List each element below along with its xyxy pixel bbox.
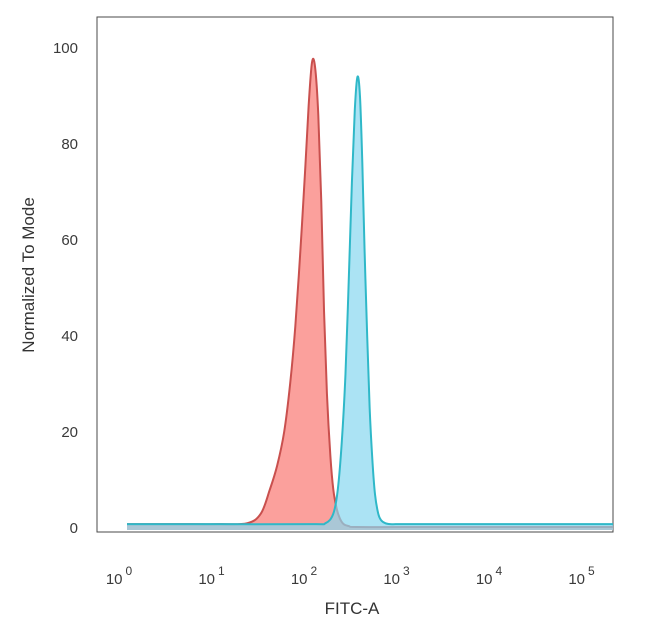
x-tick-label: 10 1 [198, 564, 225, 588]
series-layer [127, 57, 613, 530]
y-tick-label: 20 [61, 424, 78, 441]
y-tick-label: 60 [61, 232, 78, 249]
series-2-area [127, 76, 613, 530]
y-tick-label: 80 [61, 136, 78, 153]
x-axis-ticks: 10 0 10 1 10 2 10 3 10 4 10 5 [106, 564, 595, 588]
y-axis-ticks: 0 20 40 60 80 100 [53, 40, 78, 537]
series-2-line [127, 75, 613, 526]
y-tick-label: 40 [61, 328, 78, 345]
y-tick-label: 0 [70, 520, 78, 537]
x-tick-label: 10 2 [291, 564, 318, 588]
x-tick-label: 10 4 [476, 564, 503, 588]
y-axis-label: Normalized To Mode [19, 197, 38, 353]
x-tick-label: 10 0 [106, 564, 133, 588]
x-axis-label: FITC-A [325, 599, 380, 618]
y-tick-label: 100 [53, 40, 78, 57]
x-tick-label: 10 5 [568, 564, 595, 588]
x-tick-label: 10 3 [383, 564, 410, 588]
